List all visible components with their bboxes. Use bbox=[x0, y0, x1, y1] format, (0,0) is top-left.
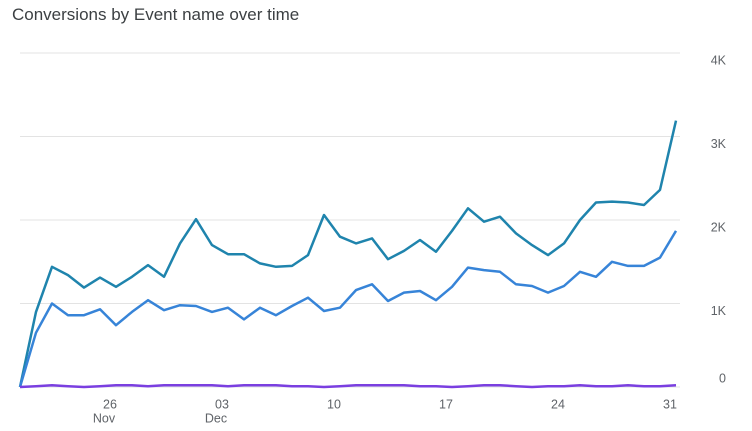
x-tick-label: 17 bbox=[439, 397, 453, 411]
x-tick-label: 10 bbox=[327, 397, 341, 411]
y-tick-label: 3K bbox=[711, 137, 727, 151]
x-tick-label: 31 bbox=[663, 397, 677, 411]
x-tick-label: 03 bbox=[215, 397, 229, 411]
series-line bbox=[19, 384, 677, 389]
x-tick-label: 26 bbox=[103, 397, 117, 411]
y-tick-label: 0 bbox=[719, 371, 726, 385]
y-tick-label: 1K bbox=[711, 304, 727, 318]
y-tick-label: 4K bbox=[711, 53, 727, 67]
y-tick-label: 2K bbox=[711, 220, 727, 234]
x-tick-label: 24 bbox=[551, 397, 565, 411]
series-line bbox=[18, 120, 678, 388]
x-tick-month: Dec bbox=[205, 411, 227, 425]
series-line bbox=[18, 230, 678, 388]
x-tick-month: Nov bbox=[93, 411, 116, 425]
chart-title: Conversions by Event name over time bbox=[12, 5, 299, 24]
